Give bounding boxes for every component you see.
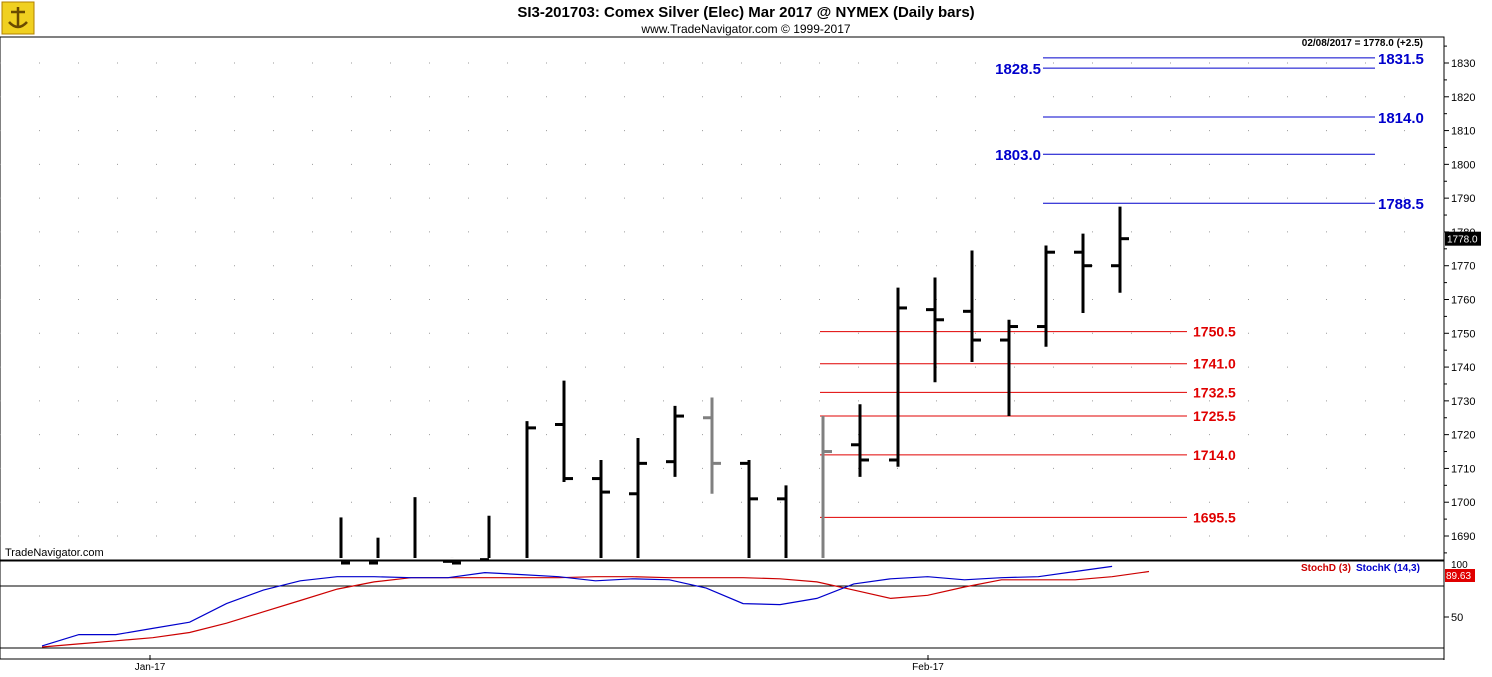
legend-stochd: StochD (3) <box>1301 563 1351 574</box>
x-tick-label: Feb-17 <box>912 662 944 673</box>
resistance-label: 1803.0 <box>995 147 1041 164</box>
stoch-k-line <box>41 565 1113 647</box>
y-tick-label: 1760 <box>1451 295 1475 307</box>
y-tick-label: 1810 <box>1451 126 1475 138</box>
y-tick-label: 1820 <box>1451 92 1475 104</box>
support-label: 1714.0 <box>1193 447 1236 463</box>
y-tick-label: 1790 <box>1451 193 1475 205</box>
stoch-last-label: 89.63 <box>1446 571 1471 582</box>
stoch-y-tick-label: 50 <box>1451 612 1463 624</box>
support-label: 1750.5 <box>1193 324 1236 340</box>
y-tick-label: 1730 <box>1451 396 1475 408</box>
support-label: 1695.5 <box>1193 509 1236 525</box>
title-bar <box>0 0 1492 37</box>
price-panel-frame <box>0 36 1445 561</box>
resistance-label: 1814.0 <box>1378 110 1424 127</box>
last-price-info: 02/08/2017 = 1778.0 (+2.5) <box>1302 38 1423 49</box>
stoch-top-tick-label: 100 <box>1451 560 1468 571</box>
y-tick-label: 1770 <box>1451 261 1475 273</box>
chart-title: SI3-201703: Comex Silver (Elec) Mar 2017… <box>517 4 974 21</box>
y-tick-label: 1830 <box>1451 58 1475 70</box>
last-price-tag <box>1445 231 1481 246</box>
x-tick-label: Jan-17 <box>135 662 166 673</box>
resistance-label: 1831.5 <box>1378 51 1424 68</box>
copyright-text: www.TradeNavigator.com © 1999-2017 <box>640 22 850 36</box>
y-tick-label: 1690 <box>1451 531 1475 543</box>
stoch-panel-frame <box>0 560 1445 660</box>
y-tick-label: 1700 <box>1451 497 1475 509</box>
y-tick-label: 1800 <box>1451 159 1475 171</box>
resistance-label: 1828.5 <box>995 61 1041 78</box>
support-label: 1732.5 <box>1193 384 1236 400</box>
watermark: TradeNavigator.com <box>5 547 104 559</box>
legend-stochk: StochK (14,3) <box>1356 563 1420 574</box>
y-tick-label: 1740 <box>1451 362 1475 374</box>
support-label: 1741.0 <box>1193 356 1236 372</box>
y-tick-label: 1710 <box>1451 463 1475 475</box>
support-label: 1725.5 <box>1193 408 1236 424</box>
y-tick-label: 1750 <box>1451 328 1475 340</box>
anchor-logo-icon <box>1 1 35 35</box>
y-tick-label: 1720 <box>1451 430 1475 442</box>
stoch-last-tag <box>1445 569 1475 582</box>
last-price-label: 1778.0 <box>1447 235 1478 246</box>
stoch-d-line <box>41 570 1150 648</box>
resistance-label: 1788.5 <box>1378 196 1424 213</box>
